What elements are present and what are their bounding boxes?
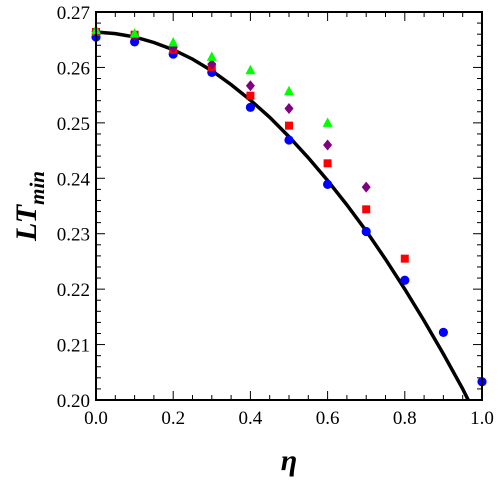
data-point-triangle <box>245 64 256 75</box>
x-tick-label: 1.0 <box>470 408 494 429</box>
y-axis-title-sub: min <box>25 171 49 205</box>
data-point-diamond <box>284 102 294 114</box>
plot-frame <box>95 11 483 401</box>
data-point-circle <box>130 37 140 47</box>
data-point-triangle <box>168 36 179 47</box>
data-point-circle <box>361 226 371 237</box>
data-point-diamond <box>361 181 371 193</box>
data-point-square <box>246 91 255 100</box>
y-tick-labels: 0.20 0.21 0.22 0.23 0.24 0.25 0.26 0.27 <box>57 3 91 412</box>
data-points-layer <box>91 24 487 387</box>
axes <box>95 11 483 401</box>
x-tick-label: 0.0 <box>84 408 108 429</box>
data-point-triangle <box>284 85 294 96</box>
y-tick-label: 0.24 <box>57 169 91 190</box>
data-point-circle <box>284 135 294 145</box>
data-point-diamond <box>245 80 255 92</box>
data-point-circle <box>438 327 448 337</box>
data-point-triangle <box>322 117 333 127</box>
data-point-circle <box>400 275 410 285</box>
y-tick-label: 0.26 <box>57 58 90 79</box>
data-point-triangle <box>129 28 140 38</box>
x-tick-label: 0.2 <box>161 408 185 429</box>
y-tick-label: 0.21 <box>57 336 90 357</box>
data-point-triangle <box>206 51 217 61</box>
data-point-circle <box>323 179 333 189</box>
y-tick-label: 0.22 <box>57 280 90 301</box>
x-tick-labels: 0.0 0.2 0.4 0.6 0.8 1.0 <box>84 408 494 429</box>
y-axis-title: LTmin <box>10 171 49 242</box>
y-tick-label: 0.25 <box>57 114 90 135</box>
data-point-diamond <box>207 58 217 70</box>
y-tick-label: 0.23 <box>57 225 90 246</box>
x-tick-label: 0.4 <box>239 408 263 429</box>
data-point-square <box>285 121 293 130</box>
data-point-circle <box>245 102 255 112</box>
y-tick-label: 0.20 <box>57 391 90 412</box>
y-axis-title-main: LT <box>10 203 43 242</box>
x-axis-title: η <box>281 444 297 477</box>
data-point-square <box>400 254 409 263</box>
data-point-square <box>323 159 332 168</box>
data-point-diamond <box>323 139 333 151</box>
data-point-square <box>362 205 371 214</box>
y-tick-label: 0.27 <box>57 3 90 24</box>
x-tick-label: 0.6 <box>316 408 340 429</box>
x-tick-label: 0.8 <box>393 408 417 429</box>
